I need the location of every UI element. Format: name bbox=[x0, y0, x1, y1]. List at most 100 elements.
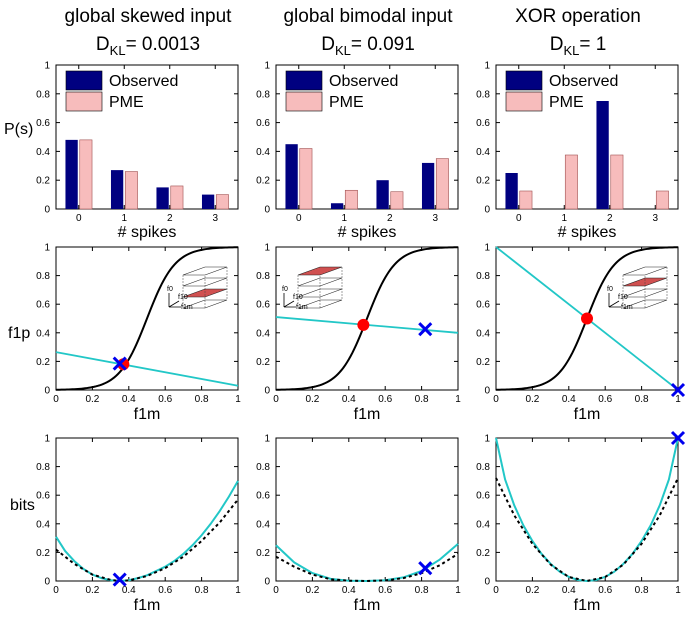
dkl-symbol: D bbox=[96, 34, 110, 55]
bar-pme-2 bbox=[170, 185, 184, 210]
x-tick-label: 0.2 bbox=[305, 394, 319, 405]
y-tick-label: 0.6 bbox=[36, 118, 50, 129]
bar-observed-2 bbox=[596, 101, 609, 209]
column-title-xor: XOR operation bbox=[515, 6, 641, 27]
inset-label: f10 bbox=[178, 294, 188, 301]
axes-frame bbox=[55, 437, 239, 582]
line-chart-skewed-bits: 0 0.2 0.4 0.6 0.8 1 0 0.2 0.4 0.6 0.8 1 f1m bbox=[36, 434, 241, 615]
bar-observed-2 bbox=[376, 180, 389, 209]
x-tick-label: 0.8 bbox=[415, 394, 429, 405]
x-tick-label: 0.2 bbox=[305, 585, 319, 596]
y-tick-label: 1 bbox=[484, 434, 490, 445]
y-tick-label: 0.8 bbox=[36, 89, 50, 100]
inset-diagram: f0 f10 f1m bbox=[282, 266, 343, 311]
x-tick-label: 0.8 bbox=[635, 394, 649, 405]
x-tick-label: 0.2 bbox=[85, 394, 99, 405]
y-tick-label: 0.6 bbox=[256, 300, 270, 311]
axes-frame bbox=[275, 437, 459, 582]
bar-pme-0 bbox=[299, 148, 313, 210]
x-tick-label: 3 bbox=[652, 213, 658, 224]
axes-frame bbox=[55, 246, 239, 391]
y-tick-label: 0.4 bbox=[36, 519, 50, 530]
y-tick-label: 0 bbox=[44, 577, 50, 588]
approximation-curve bbox=[495, 477, 679, 583]
y-tick-label: 0.2 bbox=[476, 357, 490, 368]
inset-axes bbox=[168, 293, 181, 308]
inset-plane bbox=[622, 266, 668, 276]
x-axis-label: f1m bbox=[574, 597, 601, 614]
bar-pme-3 bbox=[215, 194, 229, 210]
bar-pme-2 bbox=[610, 154, 624, 210]
x-tick-label: 0.2 bbox=[525, 394, 539, 405]
y-tick-label: 0.8 bbox=[476, 462, 490, 473]
x-tick-label: 0 bbox=[493, 394, 499, 405]
x-axis-label: # spikes bbox=[338, 224, 397, 241]
bar-observed-2 bbox=[156, 187, 169, 209]
line-chart-skewed-f1p: 0 0.2 0.4 0.6 0.8 1 0 0.2 0.4 0.6 0.8 1 f0 f10 f1m f1m bbox=[36, 243, 241, 424]
y-tick-label: 0.4 bbox=[256, 519, 270, 530]
x-tick-label: 0.8 bbox=[415, 585, 429, 596]
y-tick-label: 0.4 bbox=[36, 328, 50, 339]
x-tick-label: 0.6 bbox=[158, 585, 172, 596]
bar-pme-1 bbox=[564, 154, 578, 210]
x-tick-label: 3 bbox=[432, 213, 438, 224]
x-tick-label: 1 bbox=[235, 585, 241, 596]
bar-observed-1 bbox=[330, 203, 344, 209]
inset-label: f1m bbox=[181, 304, 193, 311]
y-tick-label: 0.6 bbox=[256, 491, 270, 502]
legend-label-pme: PME bbox=[109, 94, 144, 111]
x-axis-label: # spikes bbox=[118, 224, 177, 241]
dkl-bimodal: DKL= 0.091 bbox=[321, 34, 415, 58]
x-tick-label: 0.6 bbox=[378, 585, 392, 596]
observed-point bbox=[418, 322, 433, 337]
y-tick-label: 0.6 bbox=[476, 300, 490, 311]
y-tick-label: 0.6 bbox=[476, 491, 490, 502]
x-tick-label: 0.8 bbox=[635, 585, 649, 596]
y-tick-label: 0.4 bbox=[476, 328, 490, 339]
x-tick-label: 0.6 bbox=[378, 394, 392, 405]
bar-observed-1 bbox=[110, 170, 124, 209]
x-tick-label: 3 bbox=[212, 213, 218, 224]
y-tick-label: 1 bbox=[44, 434, 50, 445]
inset-label: f0 bbox=[282, 286, 288, 293]
x-tick-label: 0 bbox=[53, 585, 59, 596]
bar-observed-0 bbox=[285, 144, 298, 209]
x-axis-label: # spikes bbox=[558, 224, 617, 241]
y-tick-label: 1 bbox=[484, 61, 490, 72]
x-axis-label: f1m bbox=[134, 406, 161, 423]
y-tick-label: 0.8 bbox=[36, 271, 50, 282]
bar-observed-3 bbox=[201, 194, 215, 209]
observed-point bbox=[670, 382, 686, 398]
x-axis-label: f1m bbox=[354, 597, 381, 614]
bar-pme-0 bbox=[79, 139, 93, 210]
legend-swatch-observed bbox=[285, 70, 323, 91]
x-tick-label: 0 bbox=[516, 213, 522, 224]
legend-label-observed: Observed bbox=[549, 73, 618, 90]
y-tick-label: 0.4 bbox=[476, 519, 490, 530]
dkl-symbol: D bbox=[550, 34, 564, 55]
bar-observed-3 bbox=[421, 162, 435, 209]
x-tick-label: 2 bbox=[387, 213, 393, 224]
legend-swatch-pme bbox=[285, 91, 323, 112]
y-tick-label: 0 bbox=[44, 205, 50, 216]
legend-swatch-pme bbox=[65, 91, 103, 112]
inset-highlight-plane bbox=[297, 266, 343, 276]
row-label-bits: bits bbox=[10, 497, 35, 514]
y-tick-label: 0 bbox=[264, 577, 270, 588]
bar-pme-1 bbox=[344, 189, 358, 210]
row-label-f1p: f1p bbox=[8, 325, 30, 342]
x-tick-label: 0.2 bbox=[525, 585, 539, 596]
dkl-value: = 0.0013 bbox=[126, 34, 201, 55]
x-tick-label: 1 bbox=[121, 213, 127, 224]
inset-edges bbox=[182, 267, 228, 308]
x-axis-label: f1m bbox=[574, 406, 601, 423]
constraint-line bbox=[55, 351, 239, 387]
observed-point bbox=[112, 356, 127, 371]
column-title-bimodal: global bimodal input bbox=[283, 6, 453, 27]
y-tick-label: 0.4 bbox=[256, 328, 270, 339]
dkl-xor: DKL= 1 bbox=[550, 34, 607, 58]
y-tick-label: 0.4 bbox=[36, 147, 50, 158]
legend-label-observed: Observed bbox=[109, 73, 178, 90]
bar-pme-2 bbox=[390, 191, 404, 210]
x-tick-label: 0.4 bbox=[562, 394, 576, 405]
